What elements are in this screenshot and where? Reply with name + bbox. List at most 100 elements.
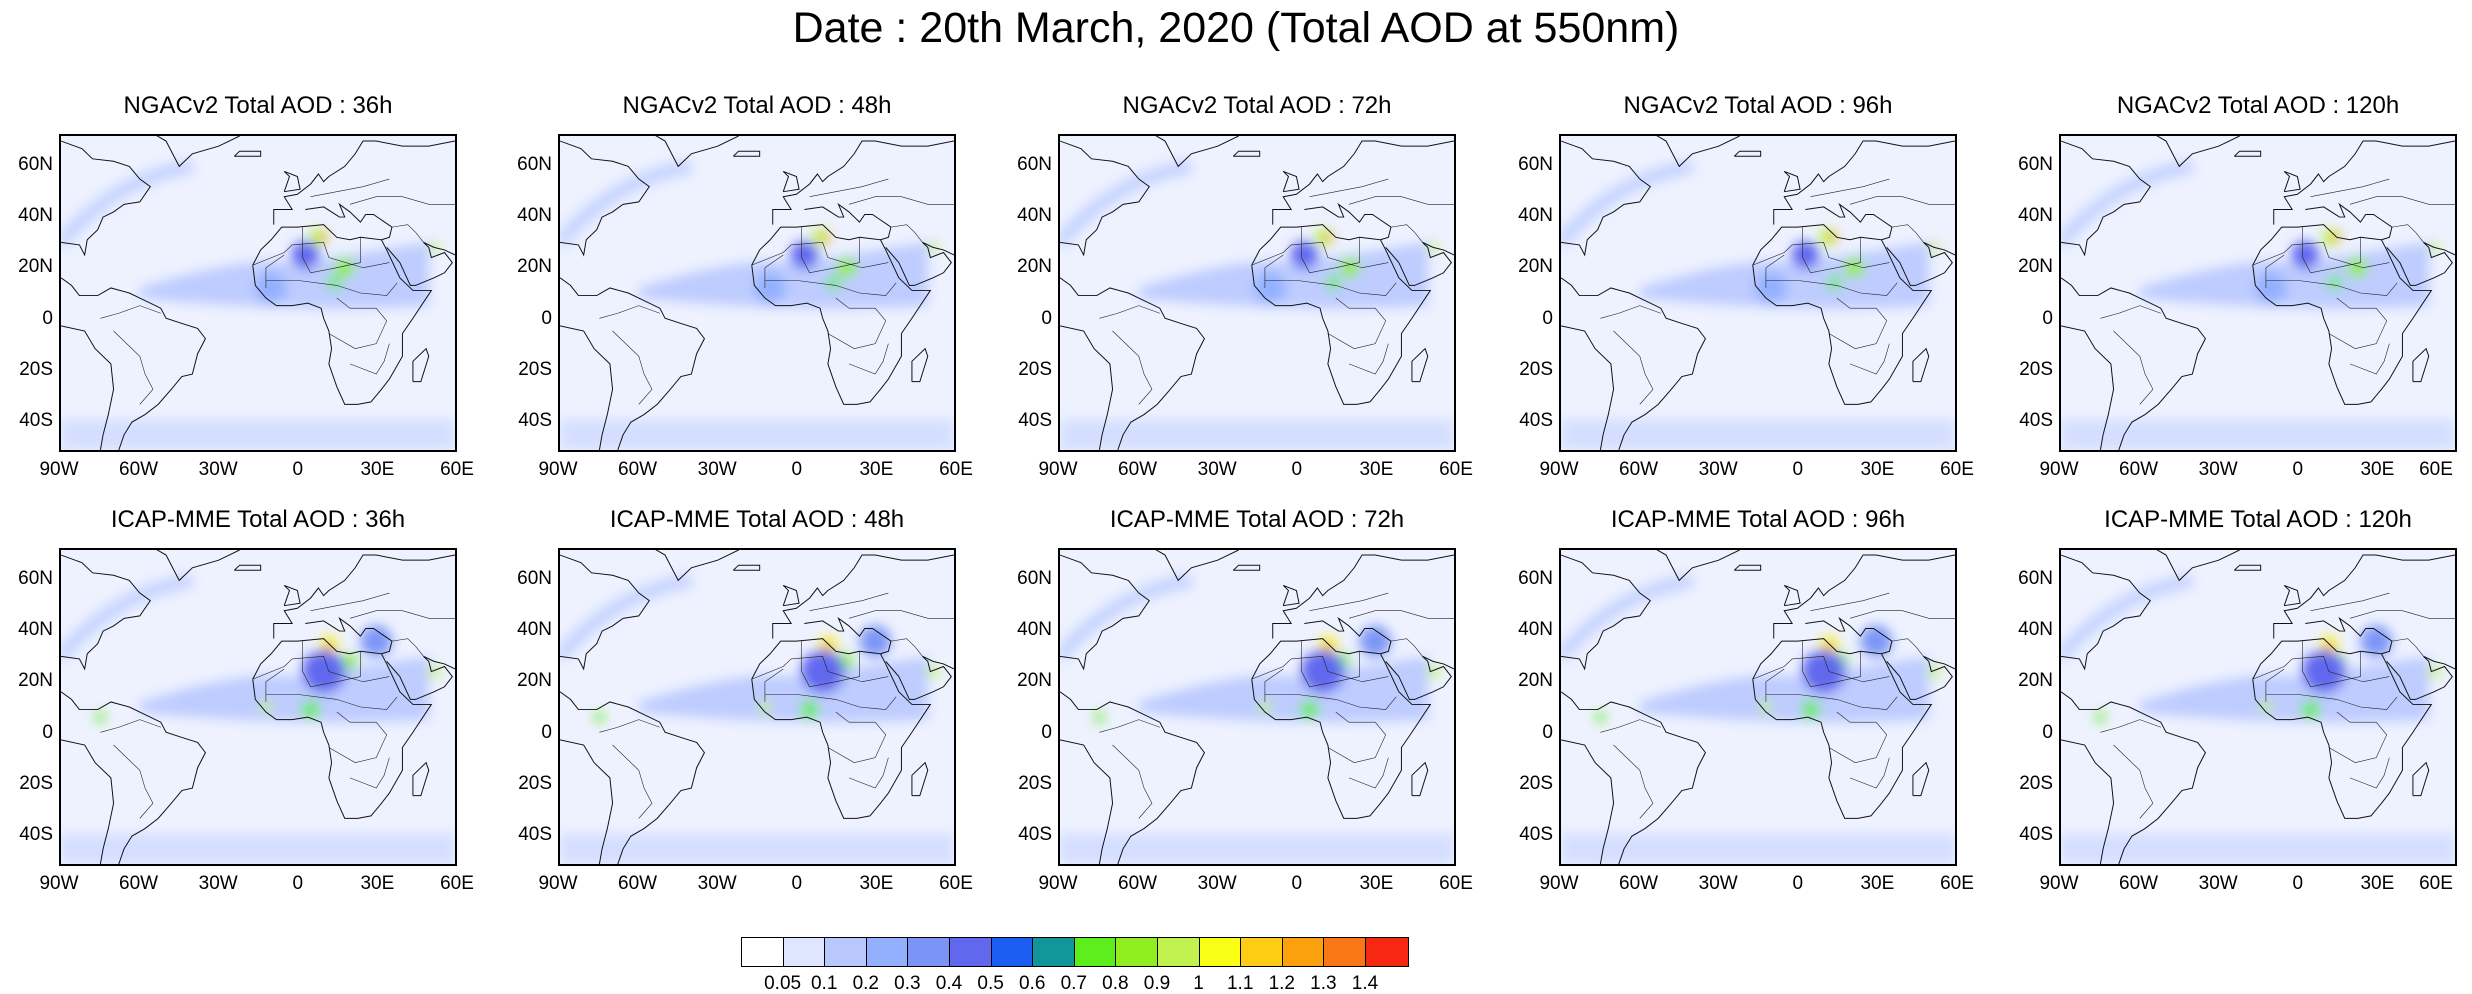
longitude-tick-label: 60E: [2419, 459, 2453, 480]
coastline: [2156, 136, 2240, 168]
country-border: [2349, 343, 2390, 375]
latitude-tick-label: 40N: [2018, 205, 2053, 227]
country-border: [2328, 297, 2388, 350]
latitude-tick-label: 20S: [518, 358, 552, 380]
panel-title: NGACv2 Total AOD : 48h: [622, 92, 892, 119]
country-border: [302, 641, 361, 688]
longitude-tick-label: 0: [791, 873, 803, 894]
coastline: [911, 761, 929, 797]
coastline: [386, 241, 455, 286]
colorbar-swatch: [991, 938, 1034, 966]
coastline: [61, 739, 115, 864]
country-border: [1251, 656, 1389, 683]
country-border: [890, 224, 923, 243]
country-border: [1765, 694, 1898, 710]
coastline: [2412, 347, 2430, 383]
latitude-tick-label: 20S: [518, 772, 552, 794]
longitude-tick-label: 30W: [1197, 873, 1237, 894]
aod-map-panel: [59, 134, 457, 452]
longitude-tick-label: 60W: [1619, 873, 1659, 894]
longitude-tick-label: 30E: [360, 873, 395, 894]
coastline: [2386, 241, 2455, 286]
country-border: [827, 297, 887, 350]
figure-title: Date : 20th March, 2020 (Total AOD at 55…: [792, 4, 1680, 52]
longitude-tick-label: 60E: [1940, 873, 1974, 894]
longitude-tick-label: 60W: [119, 873, 159, 894]
country-border: [391, 224, 424, 243]
longitude-tick-label: 0: [1792, 873, 1804, 894]
aod-hotspot: [309, 228, 328, 247]
longitude-tick-label: 60W: [2119, 459, 2159, 480]
coastline: [2061, 277, 2207, 450]
latitude-tick-label: 40N: [1017, 619, 1052, 641]
longitude-tick-label: 0: [292, 873, 304, 894]
colorbar-swatch: [1033, 938, 1075, 966]
map-canvas: [2061, 550, 2455, 864]
coastline: [386, 655, 455, 700]
coastline: [2252, 224, 2433, 405]
aod-hotspot: [360, 625, 393, 657]
country-border: [2391, 224, 2424, 243]
country-border: [764, 254, 784, 288]
country-border: [1112, 744, 1153, 819]
coastline: [1561, 554, 1651, 671]
longitude-tick-label: 60W: [1118, 873, 1158, 894]
country-border: [100, 719, 161, 733]
longitude-tick-label: 30W: [1698, 873, 1738, 894]
latitude-tick-label: 0: [42, 721, 53, 743]
coastline: [252, 224, 433, 405]
coastline: [2283, 584, 2301, 607]
longitude-tick-label: 30W: [2198, 459, 2238, 480]
map-canvas: [61, 136, 455, 450]
coastline: [732, 150, 761, 157]
colorbar-swatch: [1116, 938, 1158, 966]
latitude-tick-label: 40S: [2019, 410, 2053, 432]
country-border: [1849, 343, 1890, 375]
longitude-tick-label: 30E: [859, 873, 894, 894]
latitude-tick-label: 20N: [1017, 256, 1052, 278]
country-border: [2113, 330, 2154, 405]
aod-hotspot: [1759, 701, 1772, 713]
coastline: [560, 554, 650, 671]
longitude-tick-label: 30E: [360, 459, 395, 480]
country-border: [1802, 227, 1861, 274]
country-border: [2391, 638, 2424, 657]
country-border: [599, 305, 660, 319]
panel-title: NGACv2 Total AOD : 120h: [2116, 92, 2400, 119]
aod-hotspot: [758, 701, 771, 713]
panel-title: ICAP-MME Total AOD : 48h: [609, 506, 905, 533]
country-border: [1765, 280, 1898, 296]
longitude-tick-label: 90W: [2039, 459, 2079, 480]
longitude-tick-label: 30E: [2360, 459, 2395, 480]
latitude-tick-label: 0: [42, 307, 53, 329]
longitude-tick-label: 60E: [1439, 873, 1473, 894]
coastline: [782, 584, 800, 607]
coastline: [2273, 554, 2455, 639]
aod-hotspot: [1314, 228, 1333, 247]
coastline: [1272, 140, 1454, 225]
aod-hotspot: [859, 625, 892, 657]
map-canvas: [1060, 550, 1454, 864]
latitude-tick-label: 40N: [517, 619, 552, 641]
latitude-tick-label: 60N: [1017, 153, 1052, 175]
country-border: [1849, 610, 1955, 619]
longitude-tick-label: 60W: [2119, 873, 2159, 894]
latitude-tick-label: 20S: [19, 772, 53, 794]
country-border: [310, 592, 390, 612]
coastline: [1561, 691, 1707, 864]
aod-hotspot: [1827, 275, 1842, 290]
latitude-tick-label: 20S: [1519, 358, 1553, 380]
country-border: [827, 711, 887, 764]
longitude-tick-label: 30E: [1860, 459, 1895, 480]
longitude-tick-label: 60E: [440, 873, 474, 894]
country-border: [1765, 668, 1785, 702]
aod-hotspot: [2255, 272, 2287, 304]
coastline: [732, 564, 761, 571]
coastline: [2273, 140, 2455, 225]
latitude-tick-label: 20S: [1519, 772, 1553, 794]
colorbar-swatch: [908, 938, 950, 966]
coastline: [1060, 140, 1150, 257]
latitude-tick-label: 20N: [517, 256, 552, 278]
aod-hotspot: [800, 700, 819, 719]
aod-hotspot: [811, 228, 830, 247]
